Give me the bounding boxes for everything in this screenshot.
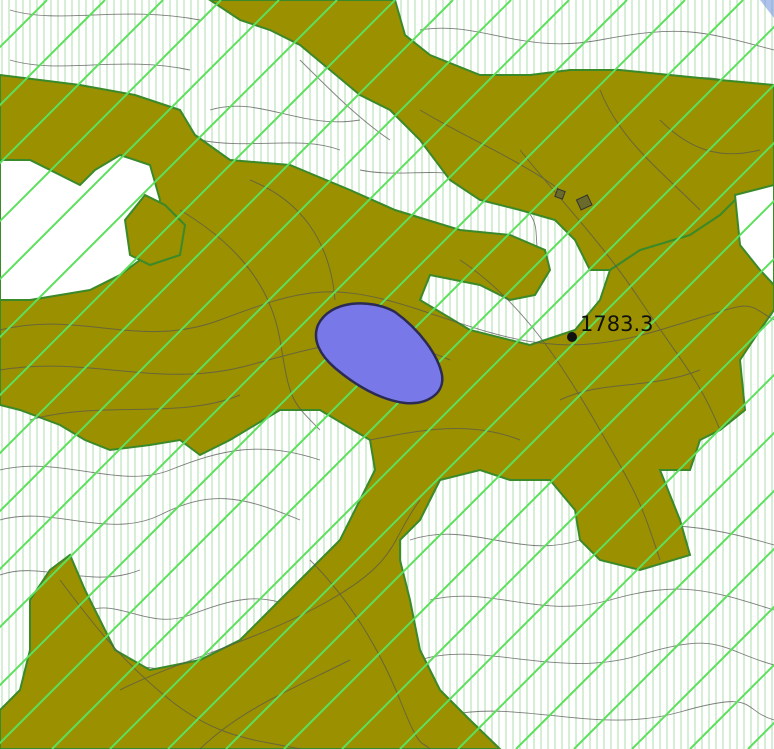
diagonal-hatch-line bbox=[225, 199, 774, 749]
diagonal-hatch-line bbox=[109, 83, 774, 749]
diagonal-hatch-line bbox=[631, 605, 774, 749]
diagonal-hatch-line bbox=[0, 0, 396, 397]
diagonal-hatch-line bbox=[515, 489, 774, 749]
hatched-pocket bbox=[123, 193, 187, 267]
spot-height-marker[interactable] bbox=[567, 332, 577, 342]
diagonal-hatch-line bbox=[457, 431, 774, 749]
diagonal-hatch-line bbox=[573, 547, 774, 749]
diagonal-hatch-line bbox=[283, 257, 774, 749]
diagonal-hatch-line bbox=[341, 315, 774, 749]
terrain-area bbox=[0, 73, 774, 749]
diagonal-hatch-line bbox=[0, 0, 338, 339]
lake[interactable] bbox=[314, 302, 444, 405]
building-marker bbox=[575, 194, 593, 211]
diagonal-hatch-line bbox=[0, 0, 164, 165]
diagonal-hatch-line bbox=[0, 0, 512, 513]
diagonal-hatch-line bbox=[0, 0, 454, 455]
diagonal-hatch-line bbox=[0, 0, 628, 629]
diagonal-hatch-line bbox=[0, 0, 570, 571]
diagonal-hatch-line bbox=[0, 0, 222, 223]
building-marker bbox=[554, 188, 566, 200]
corner-feature bbox=[760, 0, 774, 18]
diagonal-hatch-line bbox=[0, 0, 280, 281]
diagonal-hatch-line bbox=[167, 141, 774, 749]
spot-height-label: 1783.3 bbox=[580, 312, 653, 336]
diagonal-hatch-line bbox=[0, 0, 686, 687]
diagonal-hatch-line bbox=[399, 373, 774, 749]
